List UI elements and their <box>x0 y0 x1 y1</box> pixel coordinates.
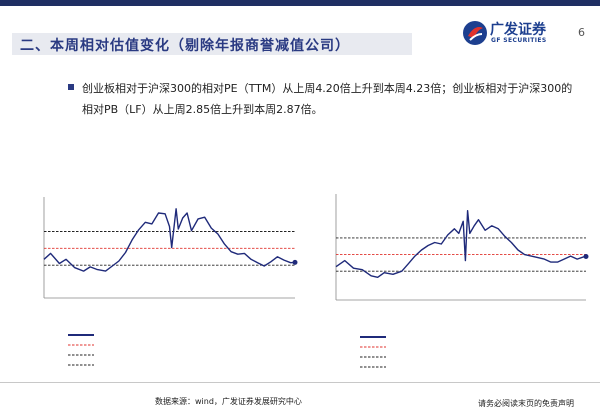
top-rule <box>0 0 600 6</box>
footer-rule <box>0 382 600 383</box>
series-line <box>43 208 296 272</box>
summary-text: 创业板相对于沪深300的相对PE（TTM）从上周4.20倍上升到本周4.23倍；… <box>82 82 573 116</box>
logo: 广发证券 GF SECURITIES <box>462 18 572 52</box>
pb-chart <box>335 194 589 368</box>
end-point <box>292 259 298 265</box>
page-number: 6 <box>578 26 585 39</box>
logo-text-en: GF SECURITIES <box>491 37 547 44</box>
logo-text-cn: 广发证券 <box>490 22 546 38</box>
series-line <box>335 210 587 278</box>
section-title-bar: 二、本周相对估值变化（剔除年报商誉减值公司） <box>12 33 412 55</box>
end-point <box>583 254 589 260</box>
data-source: 数据来源：wind，广发证券发展研究中心 <box>155 397 302 406</box>
section-title: 二、本周相对估值变化（剔除年报商誉减值公司） <box>20 38 350 54</box>
disclaimer: 请务必阅读末页的免责声明 <box>478 399 574 408</box>
bullet-square-icon <box>68 84 74 90</box>
pe-chart <box>43 197 298 366</box>
gf-logo-icon <box>463 21 487 45</box>
